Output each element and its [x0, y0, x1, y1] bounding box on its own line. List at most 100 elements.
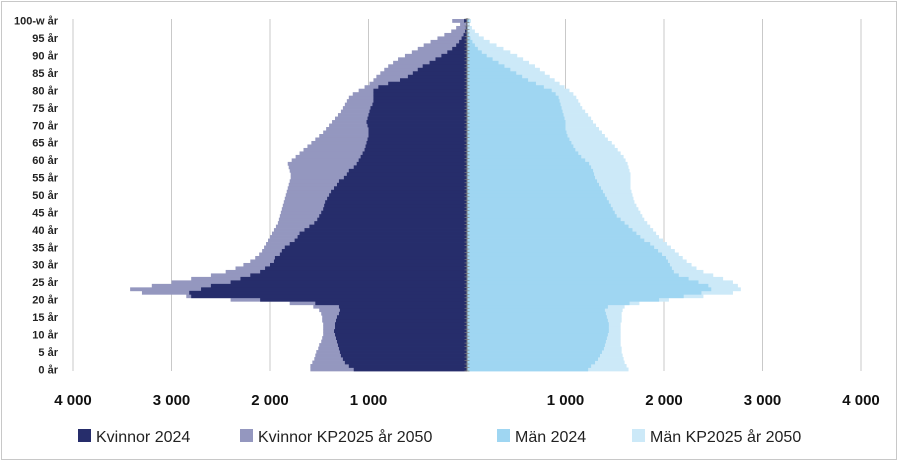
bar-right-age-83: [467, 78, 529, 83]
bar-right-age-22: [467, 290, 702, 295]
bar-right-age-85: [467, 71, 517, 76]
bar-right-age-38: [467, 235, 641, 239]
y-tick-label: 80 år: [32, 85, 58, 97]
y-tick-label: 10 år: [32, 329, 58, 341]
y-tick-label: 20 år: [32, 295, 58, 307]
bar-left-age-60: [358, 158, 467, 163]
bar-right-age-23: [467, 287, 712, 292]
bar-right-age-77: [467, 99, 560, 103]
bar-left-age-30: [270, 262, 467, 267]
bar-right-age-89: [467, 57, 524, 62]
series-m-n-2024: [467, 19, 712, 372]
bar-left-age-68: [368, 130, 467, 135]
bar-right-age-7: [467, 343, 605, 347]
bar-left-age-66: [367, 137, 467, 142]
bar-right-age-92: [467, 46, 504, 51]
y-tick-label: 65 år: [32, 138, 58, 150]
bar-right-age-3: [467, 357, 599, 361]
bar-left-age-3: [342, 357, 467, 361]
bar-left-age-26: [240, 276, 467, 281]
bar-left-age-100: [464, 19, 467, 23]
bar-right-age-93: [467, 43, 497, 48]
legend-label: Män KP2025 år 2050: [650, 428, 801, 446]
legend-swatch: [632, 429, 645, 442]
bar-right-age-58: [467, 165, 592, 170]
bar-right-age-60: [467, 158, 586, 163]
bar-left-age-18: [338, 304, 467, 309]
bar-right-age-92: [467, 46, 478, 51]
bar-left-age-8: [336, 339, 467, 344]
bar-left-age-70: [367, 123, 467, 128]
series-kvinnor-2024: [189, 19, 468, 372]
bar-left-age-62: [362, 151, 467, 156]
bar-left-age-6: [338, 346, 467, 351]
bar-left-age-55: [343, 175, 467, 180]
bar-right-age-97: [467, 29, 475, 34]
bar-left-age-32: [274, 255, 467, 260]
bar-right-age-96: [467, 32, 479, 37]
y-tick-label: 55 år: [32, 173, 58, 185]
bar-left-age-16: [338, 311, 467, 316]
bar-left-age-96: [463, 32, 467, 37]
bar-left-age-44: [319, 214, 467, 219]
bar-right-age-34: [467, 249, 659, 253]
legend-item: Män 2024: [497, 429, 586, 446]
bar-right-age-47: [467, 203, 611, 208]
bar-right-age-91: [467, 50, 511, 55]
bar-left-age-75: [370, 106, 467, 110]
bar-left-age-17: [339, 308, 467, 313]
bar-right-age-39: [467, 231, 637, 236]
bar-left-age-90: [404, 53, 467, 58]
bar-left-age-97: [465, 29, 467, 34]
legend-item: Män KP2025 år 2050: [632, 428, 801, 446]
bar-right-age-53: [467, 182, 599, 187]
bar-right-age-21: [467, 294, 684, 299]
legend-item: Kvinnor 2024: [78, 429, 190, 446]
bar-left-age-95: [461, 36, 467, 41]
bar-left-age-93: [456, 43, 467, 48]
bar-right-age-48: [467, 200, 609, 205]
bar-right-age-90: [467, 53, 487, 58]
bar-left-age-87: [422, 64, 467, 69]
bar-right-age-99: [467, 22, 470, 27]
bar-right-age-5: [467, 350, 602, 354]
bar-left-age-63: [364, 147, 467, 152]
y-tick-label: 75 år: [32, 103, 58, 115]
legend-swatch: [497, 429, 510, 442]
bar-right-age-27: [467, 273, 679, 278]
bar-right-age-59: [467, 161, 590, 166]
legend-label: Kvinnor 2024: [96, 429, 190, 446]
bar-left-age-97: [451, 29, 467, 34]
legend-item: Kvinnor KP2025 år 2050: [240, 428, 432, 446]
x-tick-label: 1 000: [350, 392, 388, 409]
bar-left-age-95: [437, 36, 467, 41]
bar-left-age-0: [353, 367, 467, 372]
bar-left-age-14: [335, 318, 467, 323]
bar-right-age-89: [467, 57, 493, 62]
bar-left-age-59: [356, 161, 467, 166]
bar-right-age-1: [467, 364, 592, 368]
bar-left-age-5: [339, 350, 467, 354]
bar-left-age-86: [417, 67, 467, 72]
bar-left-age-10: [335, 332, 467, 337]
bar-left-age-72: [367, 116, 467, 121]
bar-left-age-96: [444, 32, 467, 37]
bar-left-age-35: [284, 245, 467, 250]
bar-right-age-45: [467, 210, 615, 215]
bar-right-age-25: [467, 280, 699, 285]
bar-right-age-94: [467, 39, 490, 44]
bar-left-age-64: [365, 144, 467, 149]
bar-left-age-84: [407, 74, 467, 79]
bar-right-age-55: [467, 175, 596, 180]
bar-right-age-69: [467, 127, 566, 131]
bar-right-age-95: [467, 36, 484, 41]
bar-right-age-86: [467, 67, 511, 72]
bar-right-age-37: [467, 238, 645, 243]
bar-right-age-56: [467, 172, 595, 177]
bar-right-age-52: [467, 186, 601, 191]
bar-left-age-52: [334, 186, 467, 191]
y-tick-label: 95 år: [32, 33, 58, 45]
bar-right-age-90: [467, 53, 518, 58]
bar-right-age-13: [467, 322, 609, 327]
bar-left-age-34: [281, 249, 467, 253]
